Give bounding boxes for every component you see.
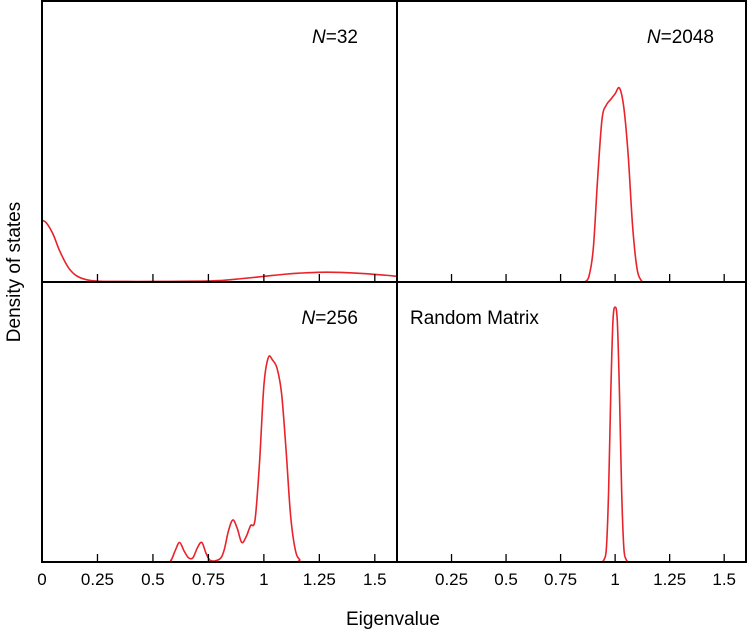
series-line-n32 bbox=[41, 219, 398, 283]
panel-label-variable: N bbox=[312, 27, 326, 48]
panel-label-text: =32 bbox=[326, 27, 358, 48]
panel-label-variable: N bbox=[647, 27, 661, 48]
panel-label-n2048: N=2048 bbox=[647, 27, 714, 48]
panel-label-text: =256 bbox=[315, 308, 358, 329]
series-line-random bbox=[601, 306, 629, 563]
x-tick-label-right-3: 1 bbox=[610, 570, 619, 589]
panel-label-n256: N=256 bbox=[301, 308, 358, 329]
x-tick-label-left-4: 1 bbox=[259, 570, 268, 589]
x-tick-label-right-1: 0.5 bbox=[494, 570, 518, 589]
x-tick-label-left-0: 0 bbox=[37, 570, 46, 589]
series-line-n256 bbox=[41, 355, 398, 564]
x-tick-label-left-2: 0.5 bbox=[141, 570, 165, 589]
x-axis-label: Eigenvalue bbox=[346, 609, 440, 630]
panel-label-random: Random Matrix bbox=[410, 308, 539, 329]
panel-label-variable: N bbox=[301, 308, 315, 329]
x-tick-label-left-5: 1.25 bbox=[303, 570, 336, 589]
x-tick-label-right-2: 0.75 bbox=[544, 570, 577, 589]
x-tick-label-left-6: 1.5 bbox=[363, 570, 387, 589]
panel-label-text: Random Matrix bbox=[410, 308, 539, 329]
x-tick-label-right-4: 1.25 bbox=[653, 570, 686, 589]
x-tick-label-left-1: 0.25 bbox=[81, 570, 114, 589]
series-line-n2048 bbox=[583, 86, 646, 283]
x-tick-label-right-5: 1.5 bbox=[712, 570, 736, 589]
panel-random: Random Matrix bbox=[410, 306, 629, 563]
y-axis-label: Density of states bbox=[4, 202, 25, 342]
panel-n256: N=256 bbox=[41, 308, 398, 564]
panel-n32: N=32 bbox=[41, 27, 398, 283]
x-axis: 0 0.25 0.5 0.75 1 1.25 1.5 0.25 0.5 0.75 1 1.25 1.5 bbox=[37, 274, 736, 589]
panel-label-n32: N=32 bbox=[312, 27, 358, 48]
x-tick-label-right-0: 0.25 bbox=[435, 570, 468, 589]
panel-label-text: =2048 bbox=[661, 27, 714, 48]
panel-n2048: N=2048 bbox=[583, 27, 714, 283]
x-tick-label-left-3: 0.75 bbox=[192, 570, 225, 589]
